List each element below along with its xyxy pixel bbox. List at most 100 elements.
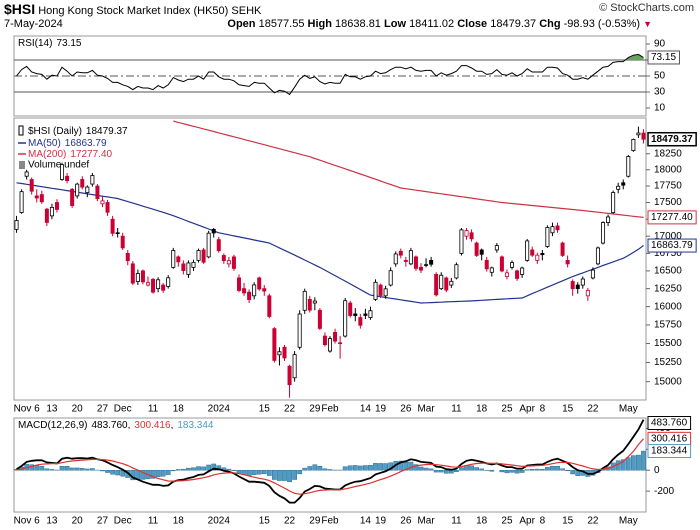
candle-body [262, 288, 267, 292]
x-tick-label: 11 [148, 404, 159, 415]
histogram-bar [504, 469, 510, 474]
candle-body [242, 288, 247, 294]
x-tick-label: 22 [284, 516, 296, 527]
candle-body [307, 299, 312, 311]
histogram-bar [357, 465, 363, 471]
candle-body [130, 263, 135, 284]
legend: MACD(12,26,9) 483.760, 300.416, 183.344 [18, 420, 214, 431]
histogram-bar [509, 469, 515, 473]
histogram-bar [175, 469, 181, 471]
histogram-bar [34, 465, 40, 471]
histogram-bar [327, 469, 333, 471]
legend: RSI(14) 73.15 [18, 38, 82, 49]
candle-body [530, 249, 535, 256]
x-tick-label: 22 [587, 516, 599, 527]
value-box [647, 210, 697, 225]
histogram-bar [64, 466, 70, 471]
histogram-bar [69, 467, 75, 471]
candle-body [186, 262, 191, 275]
histogram-bar [539, 469, 545, 471]
x-tick-label: 20 [72, 404, 84, 415]
candle-body [479, 249, 484, 255]
histogram-bar [292, 469, 297, 480]
x-tick-label: Nov 6 [14, 516, 41, 527]
histogram-bar [277, 469, 282, 481]
histogram-bar [287, 469, 292, 483]
histogram-bar [110, 469, 115, 475]
x-tick-label: 20 [72, 516, 84, 527]
histogram-bar [398, 460, 404, 471]
histogram-bar [373, 463, 378, 471]
histogram-bar [186, 467, 191, 471]
candle-body [65, 175, 70, 182]
histogram-bar [74, 467, 80, 471]
y-tick-label: 16000 [654, 301, 682, 312]
x-tick-label: 2024 [208, 404, 231, 415]
histogram-bar [302, 467, 308, 471]
candle-body [611, 192, 616, 213]
candle-body [14, 220, 19, 230]
y-tick-label: 0 [654, 465, 660, 476]
histogram-bar [297, 469, 303, 475]
candle-body [595, 247, 600, 265]
histogram-bar [59, 466, 65, 471]
candle-body [171, 250, 176, 268]
candle-body [236, 277, 241, 291]
y-tick-label: 30 [654, 87, 666, 98]
candle-body [626, 156, 631, 177]
x-tick-label: 26 [400, 404, 412, 415]
x-tick-label: 11 [451, 516, 462, 527]
histogram-bar [201, 466, 206, 471]
histogram-bar [636, 454, 641, 471]
histogram-bar [261, 469, 267, 475]
candle-body [145, 282, 150, 286]
histogram-bar [256, 469, 262, 475]
x-tick-label: Apr [519, 516, 535, 527]
histogram-bar [170, 469, 176, 472]
candle-body [95, 185, 100, 199]
legend: Volume undef [28, 160, 89, 171]
histogram-bar [383, 463, 388, 471]
candle-body [424, 264, 429, 266]
x-tick-label: 29 [309, 404, 321, 415]
candle-body [85, 186, 90, 193]
legend: MA(200) 17277.40 [28, 149, 113, 160]
x-tick-label: 11 [451, 404, 462, 415]
histogram-bar [236, 469, 242, 474]
histogram-bar [428, 468, 434, 471]
y-tick-label: 90 [654, 39, 666, 50]
candle-body [34, 195, 39, 199]
rsi-plot [14, 53, 646, 96]
x-tick-label: 18 [173, 516, 185, 527]
candle-body [70, 188, 75, 206]
price-plot [14, 120, 646, 398]
candle-body [469, 232, 474, 240]
candle-body [252, 284, 257, 297]
y-tick-label: 17750 [654, 181, 682, 192]
candle-body [383, 288, 388, 297]
histogram-bar [352, 465, 358, 471]
candle-body [494, 245, 499, 251]
candle-body [373, 281, 378, 300]
x-tick-label: 8 [540, 404, 546, 415]
candle-body [590, 269, 595, 279]
candle-body [378, 284, 383, 296]
histogram-bar [251, 469, 257, 475]
candle-body [540, 253, 545, 256]
candle-body [606, 216, 611, 224]
x-tick-label: 13 [46, 404, 58, 415]
y-tick-label: 50 [654, 71, 666, 82]
candle-body [393, 253, 398, 265]
x-tick-label: Dec [114, 516, 132, 527]
candle-body [105, 202, 110, 213]
histogram-bar [408, 461, 414, 471]
candle-body [429, 259, 434, 265]
histogram-bar [630, 455, 636, 471]
value-box [647, 444, 692, 459]
y-tick-label: 18000 [654, 164, 682, 175]
candle-body [398, 250, 403, 256]
histogram-bar [570, 469, 576, 475]
x-tick-label: Feb [321, 404, 339, 415]
histogram-bar [226, 468, 232, 471]
